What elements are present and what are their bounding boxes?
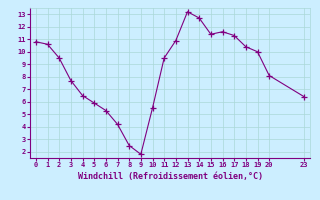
X-axis label: Windchill (Refroidissement éolien,°C): Windchill (Refroidissement éolien,°C) [77,172,262,181]
